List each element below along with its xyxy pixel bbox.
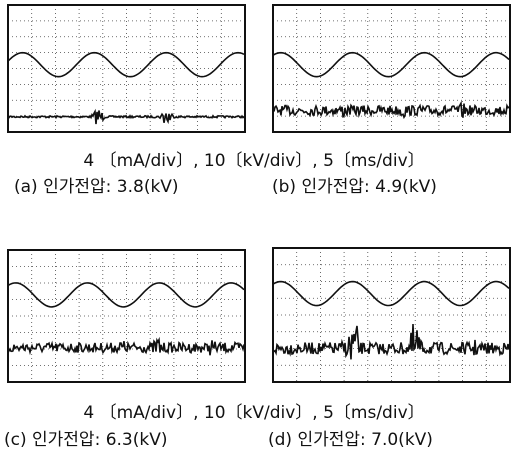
- panel-label: (c) 인가전압: 6.3(kV): [4, 430, 167, 450]
- current-trace: [8, 111, 245, 125]
- caption: 4 〔mA/div〕, 10〔kV/div〕, 5〔ms/div〕: [83, 403, 424, 423]
- voltage-trace: [8, 53, 244, 77]
- panel-label: (a) 인가전압: 3.8(kV): [14, 177, 179, 197]
- voltage-trace: [273, 53, 509, 77]
- figure: 4 〔mA/div〕, 10〔kV/div〕, 5〔ms/div〕 (a) 인가…: [0, 0, 517, 461]
- panel-label: (d) 인가전압: 7.0(kV): [268, 430, 433, 450]
- voltage-trace: [273, 282, 509, 306]
- current-trace: [273, 324, 510, 359]
- voltage-trace: [8, 283, 244, 307]
- caption: 4 〔mA/div〕, 10〔kV/div〕, 5〔ms/div〕: [83, 151, 424, 171]
- panel-label: (b) 인가전압: 4.9(kV): [272, 177, 437, 197]
